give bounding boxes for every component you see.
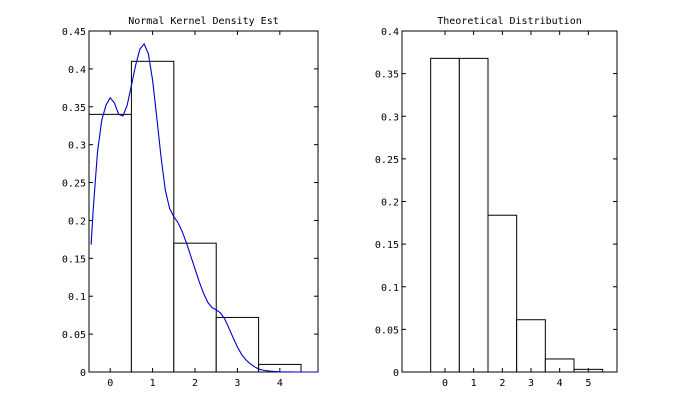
y-tick-label: 0.1 [381,283,399,294]
bar-3 [516,319,546,373]
y-tick-label: 0.1 [68,292,86,303]
y-tick-label: 0.4 [381,27,399,38]
y-tick-label: 0.05 [62,330,86,341]
chart-title: Normal Kernel Density Est [128,16,279,27]
bar-2 [173,242,217,373]
y-tick-label: 0.35 [375,70,399,81]
x-tick-label: 1 [150,378,156,389]
bar-0 [430,57,460,373]
y-tick-label: 0.3 [381,112,399,123]
y-tick-label: 0 [80,368,86,379]
x-tick-label: 4 [557,378,563,389]
y-tick-label: 0.15 [375,240,399,251]
x-tick-label: 2 [499,378,505,389]
kernel-density-line [90,42,318,373]
bar-3 [215,316,260,373]
y-tick-label: 0.35 [62,103,86,114]
x-tick-label: 0 [442,378,448,389]
x-tick-label: 5 [585,378,591,389]
y-tick-label: 0 [393,368,399,379]
y-tick-label: 0.2 [381,198,399,209]
bar-1 [458,57,489,373]
y-tick-label: 0.25 [62,179,86,190]
x-tick-label: 3 [528,378,534,389]
bar-2 [487,214,518,373]
y-tick-label: 0.3 [68,141,86,152]
x-tick-label: 3 [234,378,240,389]
x-tick-label: 2 [192,378,198,389]
bar-1 [130,60,175,373]
bar-0 [88,113,132,373]
y-tick-label: 0.25 [375,155,399,166]
y-tick-label: 0.2 [68,216,86,227]
y-tick-label: 0.4 [68,65,86,76]
x-tick-label: 4 [277,378,283,389]
x-tick-label: 0 [107,378,113,389]
y-tick-label: 0.05 [375,325,399,336]
x-tick-label: 1 [471,378,477,389]
y-tick-label: 0.45 [62,27,86,38]
right-chart-theoretical-distribution: Theoretical Distribution 0 0.05 0.1 0.15 0.2 0… [375,16,618,389]
chart-title: Theoretical Distribution [437,16,582,27]
left-chart-kernel-density: Normal Kernel Density Est 0 0.05 0.1 0.15 0.2… [62,16,319,389]
y-tick-label: 0.15 [62,254,86,265]
